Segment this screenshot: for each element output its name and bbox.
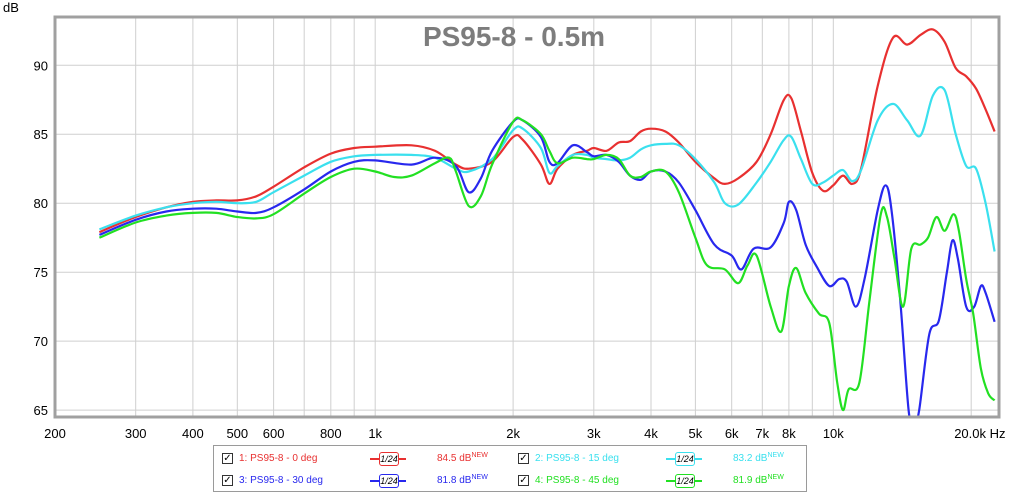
- legend-checkbox[interactable]: ✓: [518, 453, 529, 464]
- y-tick-label: 90: [34, 58, 48, 73]
- legend-level-value: 81.9 dB: [733, 475, 768, 486]
- grid-lines: [54, 17, 999, 417]
- plot-frame: [53, 15, 1001, 419]
- legend-checkbox[interactable]: ✓: [222, 453, 233, 464]
- series-curves: [98, 28, 996, 417]
- smoothing-indicator[interactable]: 1/24: [370, 473, 406, 489]
- x-tick-label: 20.0k Hz: [954, 426, 1005, 441]
- x-tick-label: 1k: [368, 426, 382, 441]
- x-tick-label: 2k: [506, 426, 520, 441]
- y-tick-label: 65: [34, 403, 48, 418]
- legend-checkbox[interactable]: ✓: [518, 475, 529, 486]
- x-tick-label: 4k: [644, 426, 658, 441]
- legend-level-value: 83.2 dB: [733, 453, 768, 464]
- axis-ticks: 200 300 400 500 600 800 1k 2k 3k 4k 5k 6k 7k 8k 10k 20.…: [34, 58, 1006, 441]
- series-30-deg: [98, 117, 996, 417]
- x-tick-label: 5k: [689, 426, 703, 441]
- smoothing-label: 1/24: [379, 474, 399, 488]
- legend-series-name: 3: PS95-8 - 30 deg: [239, 475, 323, 486]
- y-axis-label: dB: [3, 0, 19, 15]
- legend-checkbox[interactable]: ✓: [222, 475, 233, 486]
- y-tick-label: 85: [34, 127, 48, 142]
- series-0-deg: [98, 28, 996, 234]
- x-tick-label: 6k: [725, 426, 739, 441]
- x-tick-label: 7k: [755, 426, 769, 441]
- legend: ✓ 1: PS95-8 - 0 deg 1/24 84.5 dBNEW ✓ 2:…: [213, 445, 807, 492]
- legend-level: 81.8 dBNEW: [437, 474, 488, 486]
- legend-series-name: 1: PS95-8 - 0 deg: [239, 453, 318, 464]
- legend-entry-30-deg[interactable]: ✓ 3: PS95-8 - 30 deg 1/24 81.8 dBNEW: [222, 471, 512, 491]
- x-tick-label: 500: [226, 426, 248, 441]
- x-tick-label: 8k: [782, 426, 796, 441]
- x-tick-label: 300: [125, 426, 147, 441]
- x-tick-label: 200: [44, 426, 66, 441]
- x-tick-label: 400: [182, 426, 204, 441]
- legend-level: 81.9 dBNEW: [733, 474, 784, 486]
- x-tick-label: 3k: [587, 426, 601, 441]
- series-45-deg: [98, 116, 996, 412]
- smoothing-indicator[interactable]: 1/24: [370, 451, 406, 467]
- legend-level-value: 81.8 dB: [437, 475, 472, 486]
- x-tick-label: 10k: [823, 426, 844, 441]
- legend-level-value: 84.5 dB: [437, 453, 472, 464]
- legend-level: 83.2 dBNEW: [733, 452, 784, 464]
- legend-level: 84.5 dBNEW: [437, 452, 488, 464]
- x-tick-label: 800: [320, 426, 342, 441]
- smoothing-label: 1/24: [379, 452, 399, 466]
- legend-series-name: 4: PS95-8 - 45 deg: [535, 475, 619, 486]
- y-tick-label: 75: [34, 265, 48, 280]
- series-15-deg: [99, 85, 996, 252]
- smoothing-label: 1/24: [675, 452, 695, 466]
- y-tick-label: 80: [34, 196, 48, 211]
- legend-entry-45-deg[interactable]: ✓ 4: PS95-8 - 45 deg 1/24 81.9 dBNEW: [518, 471, 803, 491]
- smoothing-indicator[interactable]: 1/24: [666, 473, 702, 489]
- smoothing-label: 1/24: [675, 474, 695, 488]
- x-tick-label: 600: [263, 426, 285, 441]
- legend-entry-0-deg[interactable]: ✓ 1: PS95-8 - 0 deg 1/24 84.5 dBNEW: [222, 449, 512, 469]
- chart-title: PS95-8 - 0.5m: [423, 21, 605, 52]
- legend-entry-15-deg[interactable]: ✓ 2: PS95-8 - 15 deg 1/24 83.2 dBNEW: [518, 449, 803, 469]
- smoothing-indicator[interactable]: 1/24: [666, 451, 702, 467]
- legend-series-name: 2: PS95-8 - 15 deg: [535, 453, 619, 464]
- y-tick-label: 70: [34, 334, 48, 349]
